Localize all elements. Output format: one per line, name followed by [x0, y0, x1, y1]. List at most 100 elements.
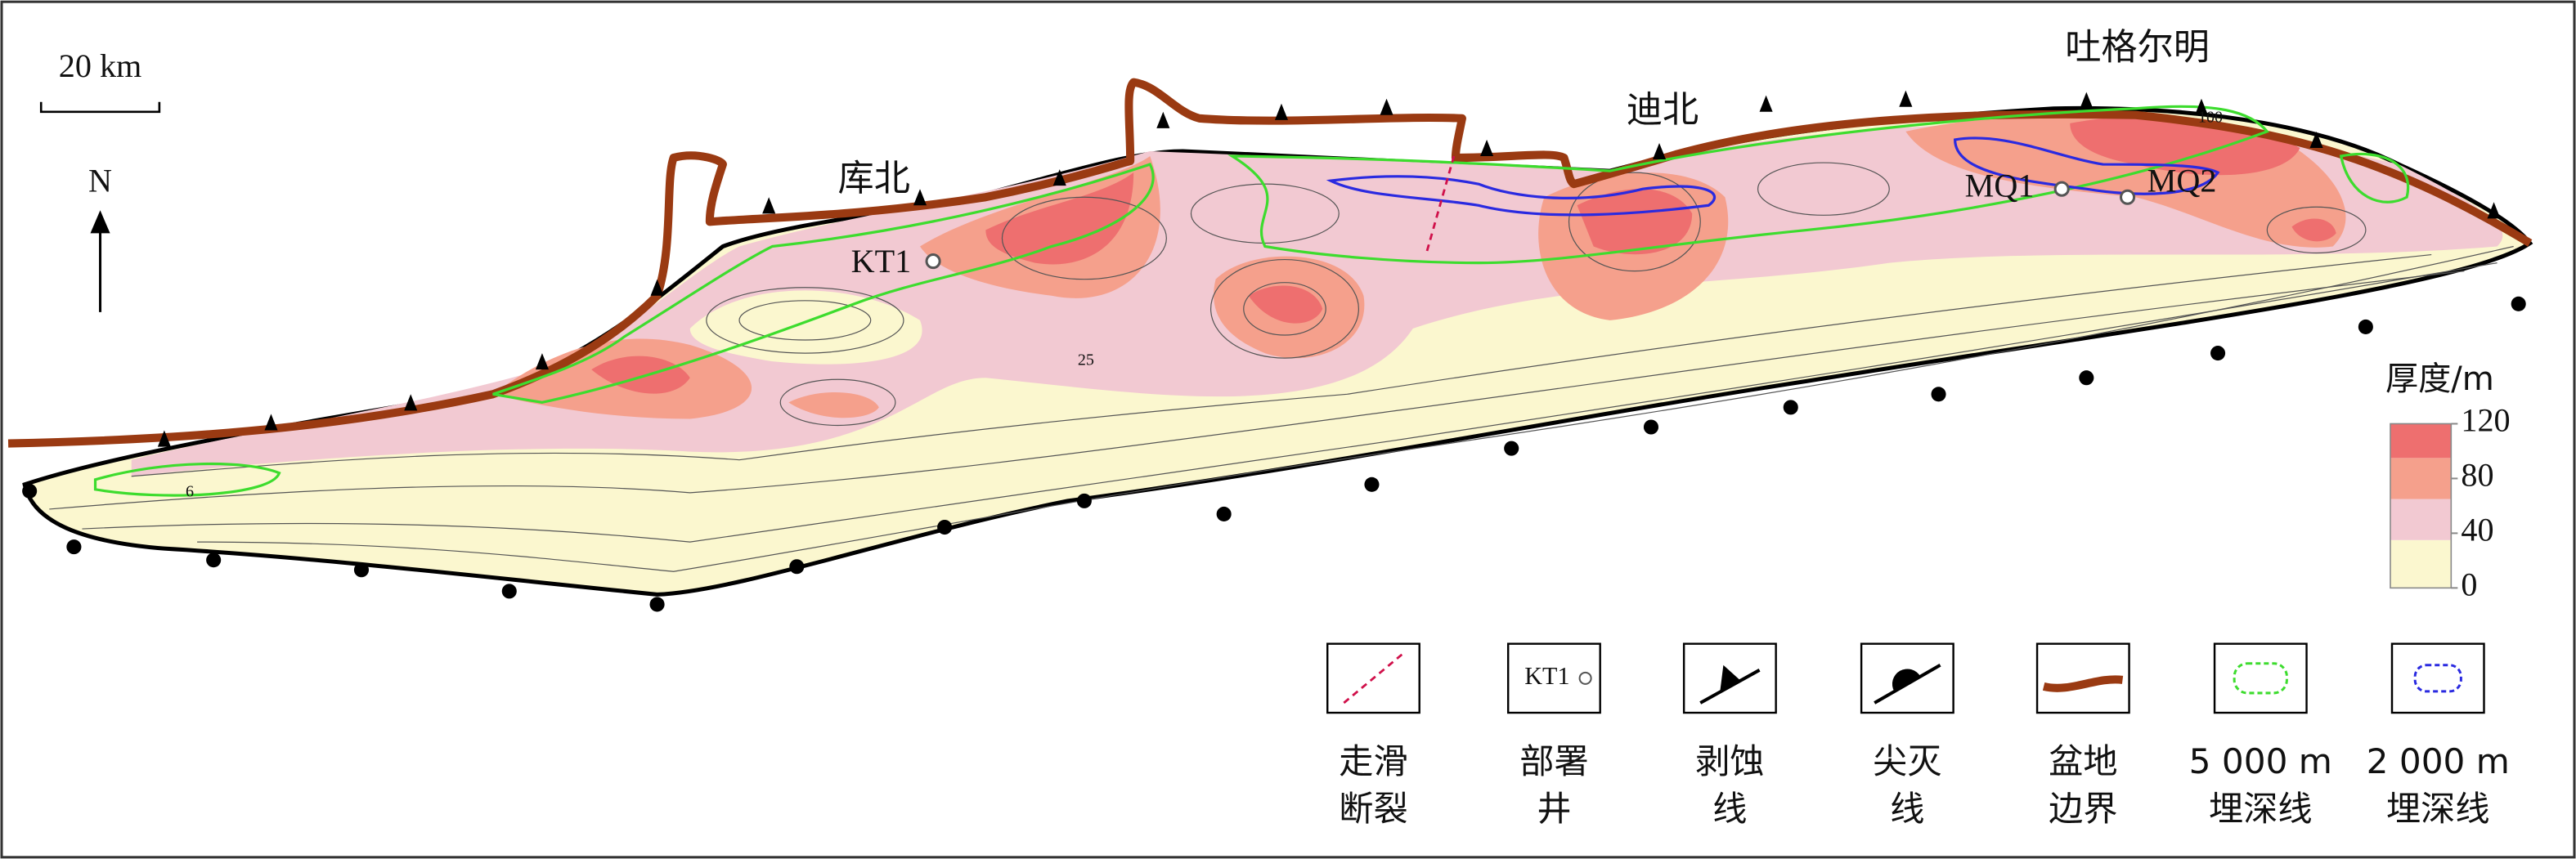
contour-label: 6 [186, 482, 194, 500]
north-arrow-head [90, 210, 110, 234]
legend-box [2213, 642, 2308, 714]
red-zone [2291, 218, 2336, 242]
legend-label: 部署 [1519, 741, 1588, 781]
well-label: MQ1 [1965, 167, 2035, 204]
legend-label: 2 000 m [2367, 741, 2510, 781]
icon-erosion-tooth [1720, 664, 1740, 691]
contour-label: 25 [1078, 351, 1094, 369]
icon-pinchout-dot [1892, 669, 1921, 691]
legend-label: 走滑 [1339, 741, 1407, 781]
icon-boundary [2042, 675, 2124, 692]
thickness-legend-title: 厚度/m [2385, 360, 2494, 398]
icon-erosion [1699, 669, 1761, 705]
contour [1209, 258, 1359, 359]
pinchout-dot [937, 519, 953, 535]
contour [82, 262, 2497, 543]
red-zone [985, 172, 1134, 265]
pinchout-dot [1504, 441, 1519, 456]
depth-lines [93, 105, 2410, 497]
thickness-band [2390, 458, 2452, 499]
thickness-tick-label: 120 [2461, 402, 2510, 439]
erosion-tooth [1052, 169, 1066, 186]
thickness-tick-label: 40 [2461, 512, 2493, 548]
thickness-tick-label: 80 [2461, 457, 2493, 494]
depth-5000m [2339, 152, 2410, 204]
red-zone [1577, 189, 1693, 255]
legend-label: 线 [1712, 789, 1747, 829]
thickness-legend: 厚度/m 0 40 80 120 [2385, 360, 2511, 602]
thickness-tick-label: 0 [2461, 566, 2477, 603]
contour [1243, 282, 1326, 336]
pinchout-dot [649, 597, 665, 612]
erosion-tooth [1156, 111, 1170, 128]
pink-zone-south [689, 290, 922, 365]
contour-label: 100 [2198, 108, 2223, 126]
contour [49, 271, 2465, 510]
pinchout-dot [1076, 493, 1092, 508]
erosion-tooth [1652, 142, 1667, 160]
basin [22, 105, 2533, 597]
thickness-band [2390, 423, 2452, 459]
strike-slip-fault [1425, 155, 1456, 255]
pinchout-dot [22, 483, 38, 499]
legend-label: 5 000 m [2189, 741, 2332, 781]
legend-label: 断裂 [1339, 789, 1407, 829]
contour [779, 378, 896, 427]
legend-label: 边界 [2049, 789, 2117, 829]
salmon-zone [788, 391, 879, 418]
depth-2000m [1326, 175, 1717, 217]
legend-label: 线 [1890, 789, 1924, 829]
depth-2000m [1954, 136, 2220, 195]
legend-box [2390, 642, 2485, 714]
erosion-tooth [1899, 90, 1913, 107]
erosion-tooth [2080, 92, 2094, 109]
erosion-tooth [762, 197, 776, 214]
scale-bar-line [39, 101, 161, 114]
contour [131, 253, 2432, 477]
legend-label: 埋深线 [2209, 789, 2313, 829]
pinchout-dot [2079, 370, 2094, 386]
pinchout-dot [66, 539, 82, 555]
erosion-tooth [1274, 103, 1288, 120]
erosion-line-marks [157, 90, 2501, 447]
place-label: 库北 [838, 158, 910, 199]
legend-label: 埋深线 [2386, 789, 2490, 829]
legend-label: 剥蚀 [1695, 741, 1764, 781]
depth-5000m [1227, 105, 2270, 265]
pinchout-dot [1931, 387, 1946, 402]
erosion-tooth [1759, 95, 1773, 112]
erosion-tooth [535, 353, 549, 370]
contour [197, 245, 2514, 572]
well [925, 253, 941, 270]
north-arrow: N [88, 162, 112, 312]
pinchout-dot [2210, 346, 2226, 361]
red-zone [1248, 285, 1323, 324]
pinchout-dot [501, 584, 517, 599]
icon-fault [1343, 652, 1404, 705]
pinchout-dot [1216, 506, 1232, 521]
erosion-tooth [404, 394, 418, 411]
pinchout-dot [353, 562, 370, 578]
pinchout-dot [1364, 476, 1380, 492]
contour [738, 300, 872, 341]
contour [1757, 162, 1890, 216]
contour [1190, 183, 1340, 244]
pinchout-dot [2358, 319, 2373, 334]
pinchout-dot [1783, 400, 1798, 415]
icon-well-label: KT1 [1524, 662, 1569, 690]
icon-2000m [2413, 664, 2462, 693]
erosion-tooth [1380, 98, 1393, 115]
erosion-tooth [157, 430, 171, 447]
well [2120, 189, 2136, 205]
legend-label: 井 [1537, 789, 1571, 829]
legend-label: 尖灭 [1873, 741, 1941, 781]
contours [49, 162, 2514, 572]
well [2053, 181, 2070, 197]
contour [2266, 206, 2367, 254]
north-label: N [88, 162, 112, 199]
legend-label: 盆地 [2049, 741, 2117, 781]
thickness-legend-frame [2390, 423, 2453, 589]
place-label: 迪北 [1627, 89, 1699, 131]
